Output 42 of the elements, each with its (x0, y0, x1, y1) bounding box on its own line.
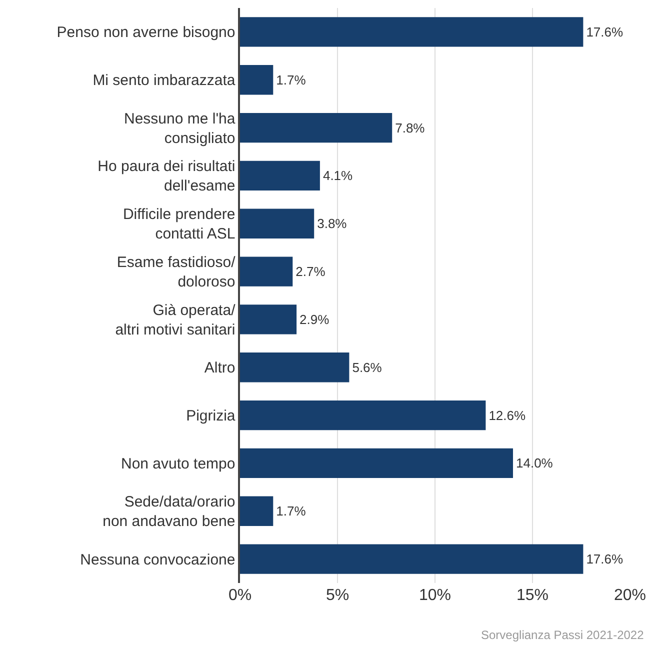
data-label: 1.7% (276, 72, 306, 88)
data-label: 7.8% (395, 120, 426, 136)
y-tick-label: Mi sento imbarazzata (92, 72, 236, 90)
bar (240, 352, 350, 382)
text: Sorveglianza Passi 2021-2022 (481, 628, 644, 642)
bar (240, 208, 314, 238)
x-tick-label: 20% (614, 587, 646, 604)
bar (240, 112, 392, 143)
data-label: 4.1% (322, 168, 354, 184)
y-tick-label: Sede/data/orario non andavano bene (102, 494, 236, 530)
bar (240, 17, 584, 47)
bar (240, 448, 513, 478)
data-label: 2.7% (296, 264, 326, 280)
y-tick-label: Nessuna convocazione (80, 551, 236, 568)
x-tick-label: 15% (516, 587, 549, 604)
data-label: 3.8% (317, 216, 348, 232)
x-tick-label: 0% (228, 587, 252, 604)
bar (240, 400, 486, 430)
x-tick-label: 10% (418, 587, 452, 604)
y-tick-label: Non avuto tempo (121, 455, 236, 472)
bar (240, 496, 274, 526)
y-tick-label: Nessuno me l'ha consigliato (124, 110, 236, 147)
data-label: 14.0% (516, 456, 554, 471)
y-tick-label: Esame fastidioso/ doloroso (116, 254, 236, 291)
y-tick-label: Pigrizia (186, 408, 236, 425)
bar (240, 256, 293, 286)
data-label: 17.6% (586, 24, 624, 40)
data-label: 2.9% (300, 312, 330, 327)
bar (240, 160, 320, 191)
bar (240, 65, 274, 95)
y-tick-label: Altro (204, 360, 236, 377)
y-tick-label: Già operata/ altri motivi sanitari (115, 302, 236, 338)
bar (240, 544, 584, 574)
y-tick-label: Difficile prendere contatti ASL (122, 206, 236, 243)
y-tick-label: Penso non averne bisogno (56, 24, 236, 42)
data-label: 5.6% (352, 360, 382, 375)
x-tick-label: 5% (326, 587, 350, 604)
y-tick-label: Ho paura dei risultati dell'esame (98, 158, 236, 195)
data-label: 1.7% (276, 504, 306, 519)
data-label: 17.6% (586, 552, 624, 567)
data-label: 12.6% (488, 408, 526, 423)
bar (240, 304, 297, 334)
